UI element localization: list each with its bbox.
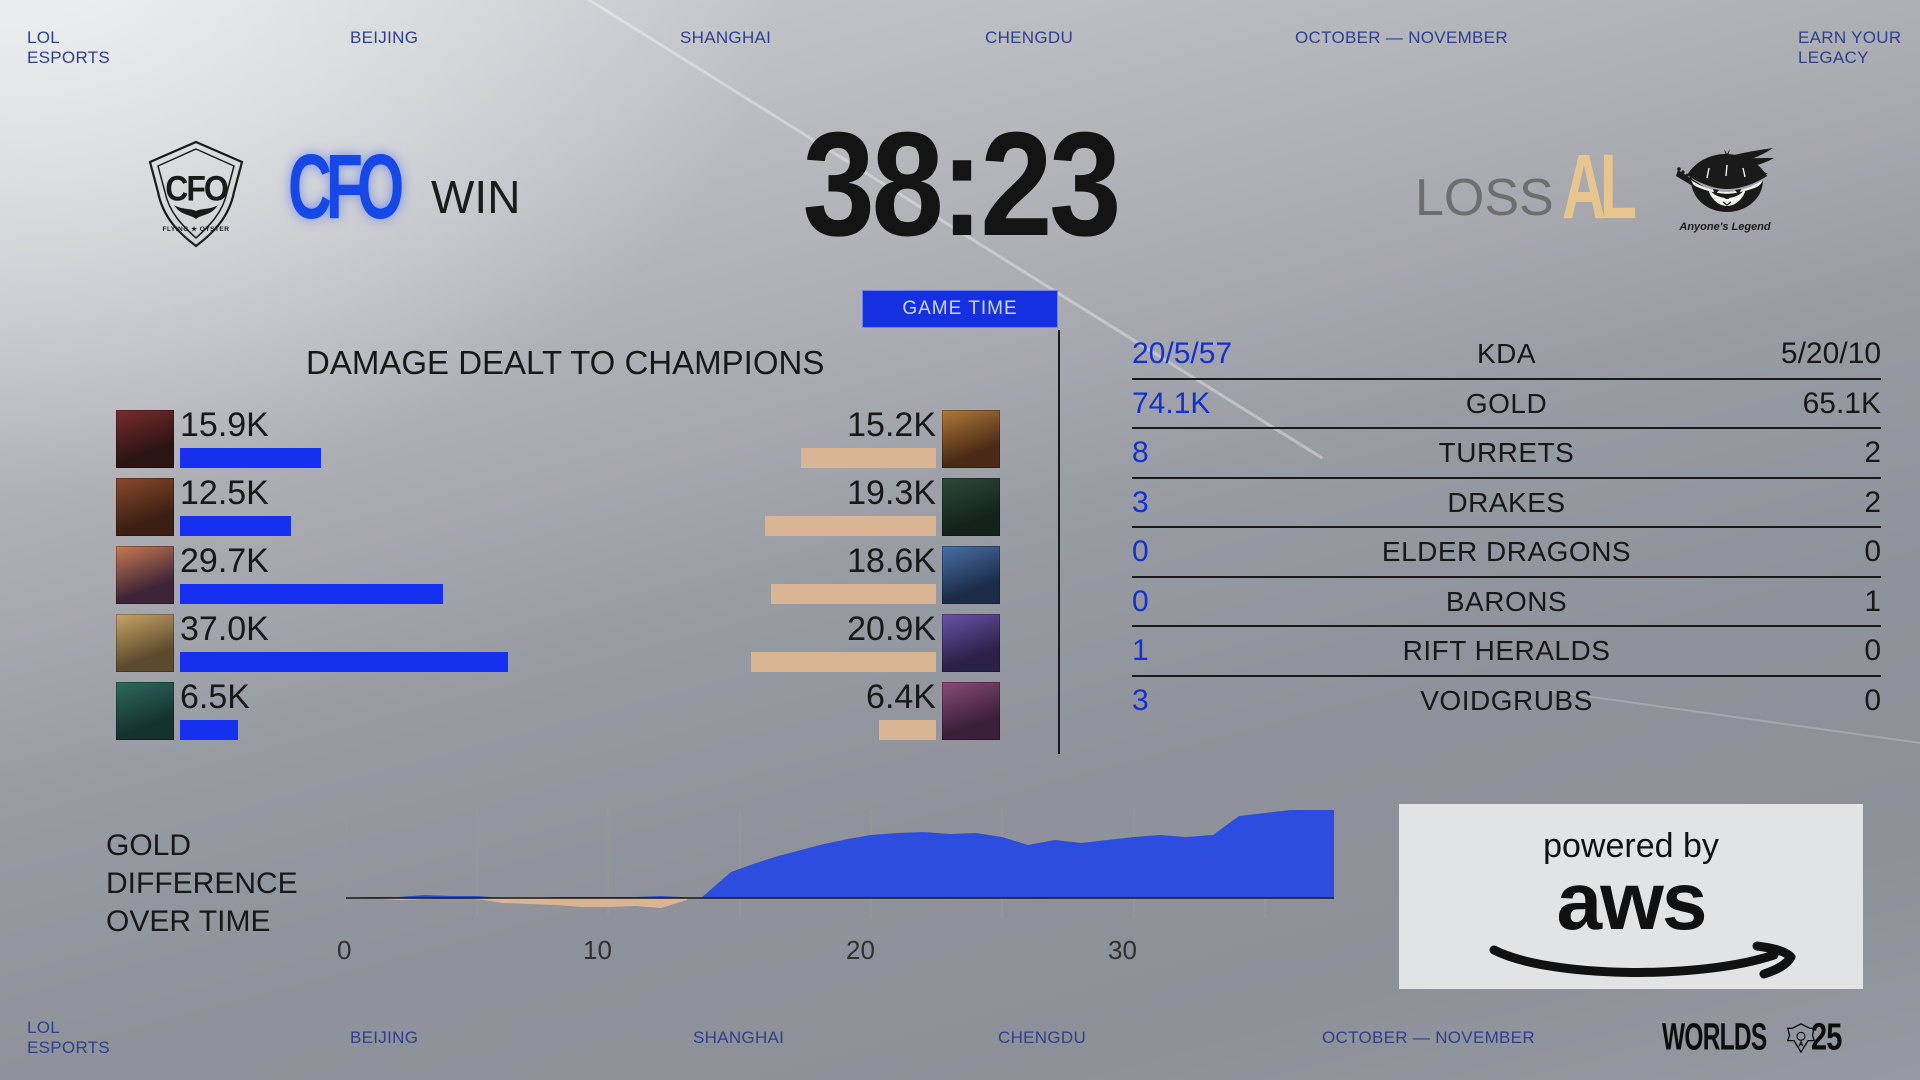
- svg-text:Anyone's Legend: Anyone's Legend: [1678, 221, 1771, 233]
